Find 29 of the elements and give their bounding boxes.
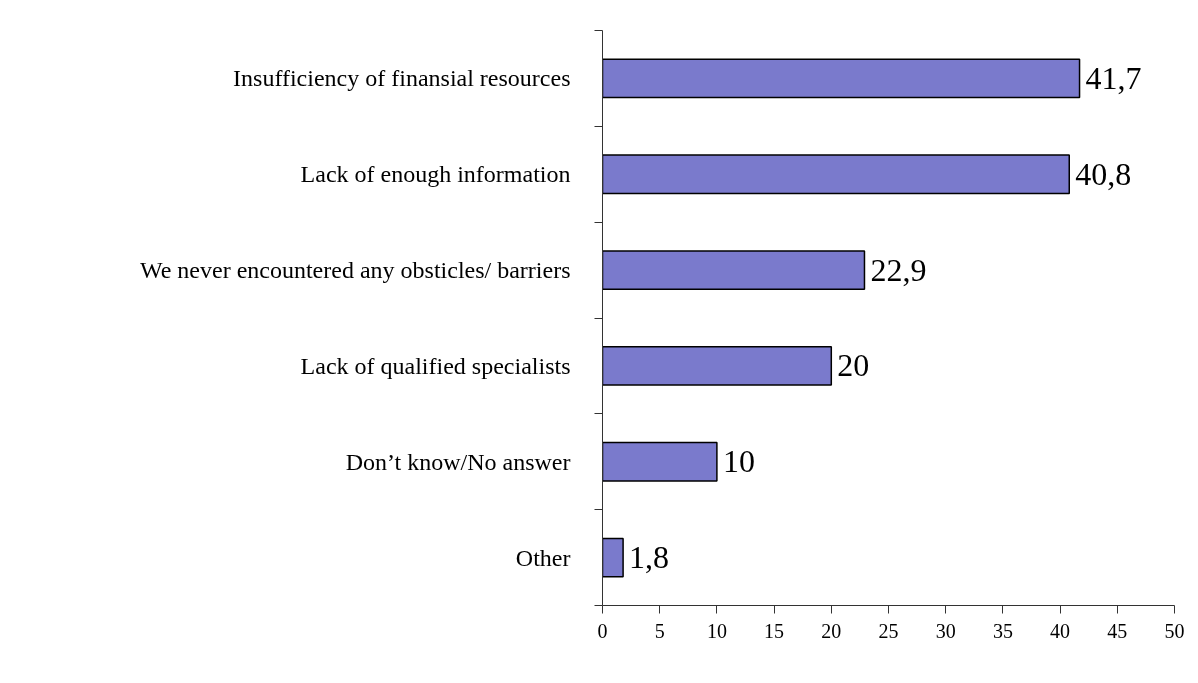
bar bbox=[602, 250, 866, 290]
data-label: 20 bbox=[837, 347, 870, 384]
x-tick-label: 15 bbox=[764, 619, 785, 642]
data-label: 40,8 bbox=[1075, 155, 1132, 192]
x-tick-label: 45 bbox=[1107, 619, 1128, 642]
data-label: 41,7 bbox=[1085, 59, 1142, 96]
data-label: 22,9 bbox=[870, 251, 927, 288]
x-tick-label: 25 bbox=[878, 619, 899, 642]
bar bbox=[602, 58, 1081, 99]
y-tick-label: Don’t know/No answer bbox=[345, 448, 571, 475]
data-label: 1,8 bbox=[629, 539, 670, 576]
y-tick-label: We never encountered any obsticles/ barriers bbox=[139, 257, 571, 284]
x-tick-label: 40 bbox=[1050, 619, 1071, 642]
bar bbox=[602, 346, 833, 386]
y-tick-label: Insufficiency of finansial resources bbox=[233, 65, 571, 92]
x-tick-label: 10 bbox=[706, 619, 727, 642]
y-tick-label: Other bbox=[515, 544, 571, 571]
bar bbox=[602, 537, 624, 578]
x-tick-label: 20 bbox=[821, 619, 842, 642]
data-label: 10 bbox=[722, 443, 755, 480]
y-tick-label: Lack of enough information bbox=[300, 161, 571, 188]
x-tick-label: 50 bbox=[1164, 619, 1185, 642]
x-tick-label: 35 bbox=[992, 619, 1013, 642]
y-tick-label: Lack of qualified specialists bbox=[300, 352, 571, 379]
x-tick-label: 30 bbox=[935, 619, 956, 642]
x-tick-label: 5 bbox=[654, 619, 665, 642]
bar bbox=[602, 441, 718, 482]
bar bbox=[602, 154, 1070, 195]
x-tick-label: 0 bbox=[597, 619, 608, 642]
